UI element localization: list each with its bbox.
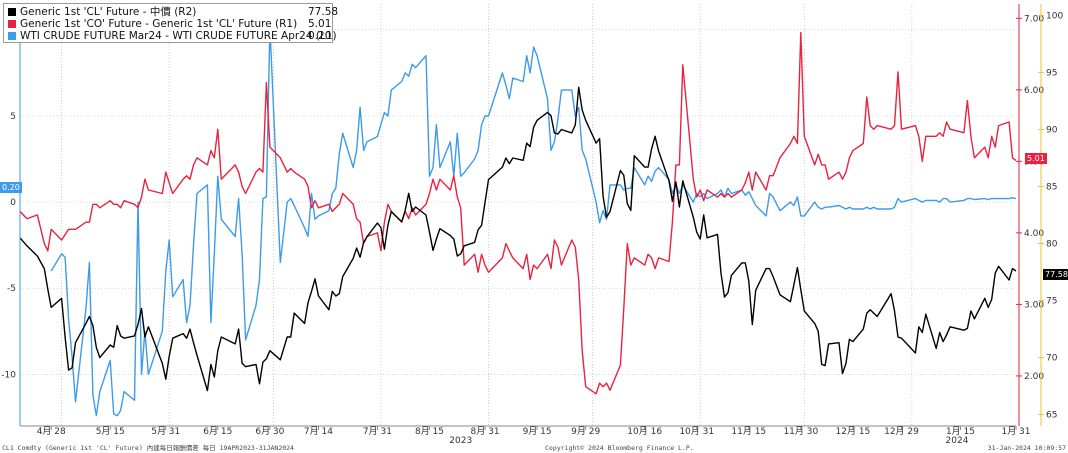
legend-entry-wti-calendar-spread: WTI CRUDE FUTURE Mar24 - WTI CRUDE FUTUR…: [8, 30, 337, 43]
chart-legend: Generic 1st 'CL' Future - 中價 (R2) 77.58 …: [3, 3, 338, 43]
r1-axis-tick-label: 6.00: [1024, 86, 1044, 96]
legend-label-co: Generic 1st 'CO' Future - Generic 1st 'C…: [20, 18, 298, 30]
x-axis-tick-label: 7月 31: [363, 426, 392, 437]
x-axis-tick-label: 4月 28: [37, 426, 66, 437]
last-value-tag-r2: 77.58: [1043, 269, 1068, 280]
plot-area: [20, 4, 1016, 426]
r2-axis-tick-label: 75: [1046, 297, 1057, 307]
legend-label-cl: Generic 1st 'CL' Future - 中價 (R2): [20, 6, 197, 18]
footer-source-text: CL1 Comdty (Generic 1st 'CL' Future) 內建每…: [2, 443, 294, 452]
left-axis-tick-label: 5: [10, 112, 16, 122]
x-axis-tick-label: 11月 15: [731, 426, 766, 437]
x-axis-tick-label: 10月 31: [679, 426, 714, 437]
last-value-tag-left: 0.20: [0, 182, 22, 193]
x-axis-tick-label: 12月 29: [884, 426, 919, 437]
legend-entry-co-cl-spread: Generic 1st 'CO' Future - Generic 1st 'C…: [8, 18, 331, 31]
x-axis-tick-label: 11月 30: [783, 426, 818, 437]
series-layer: [19, 25, 1017, 417]
r2-axis-tick-label: 90: [1046, 125, 1058, 135]
x-axis-year-label: 2023: [449, 436, 472, 446]
series-line-co-cl-spread: [19, 31, 1017, 395]
series-line-wti-calendar-spread: [50, 25, 1017, 417]
left-axis-tick-label: 0: [10, 198, 16, 208]
legend-swatch-cl: [8, 8, 16, 16]
x-axis-tick-label: 8月 15: [415, 426, 444, 437]
x-axis-tick-label: 9月 15: [523, 426, 552, 437]
x-axis-tick-label: 12月 15: [836, 426, 871, 437]
legend-value-cl: 77.58: [308, 6, 339, 18]
footer-timestamp-text: 31-Jan-2024 10:09:57: [988, 444, 1066, 452]
legend-swatch-co: [8, 20, 16, 28]
x-axis-tick-label: 5月 31: [151, 426, 180, 437]
left-axis-tick-label: -10: [1, 370, 16, 380]
last-value-tag-r1: 5.01: [1025, 153, 1047, 164]
series-line-cl-price: [19, 86, 1017, 392]
r2-axis-tick-label: 80: [1046, 240, 1058, 250]
r2-axis-tick-label: 65: [1046, 411, 1057, 421]
x-axis-tick-label: 1月 15: [946, 426, 975, 437]
x-axis-tick-label: 9月 29: [571, 426, 600, 437]
r2-axis-tick-label: 100: [1046, 11, 1063, 21]
x-axis-tick-label: 7月 14: [304, 426, 333, 437]
x-axis-tick-label: 10月 16: [627, 426, 662, 437]
legend-value-co: 5.01: [308, 18, 332, 30]
grid-layer: [20, 4, 1016, 426]
footer-copyright-text: Copyright© 2024 Bloomberg Finance L.P.: [545, 444, 694, 452]
r1-axis-tick-label: 4.00: [1024, 229, 1044, 239]
x-axis-tick-label: 1月 31: [1001, 426, 1030, 437]
x-axis-tick-label: 6月 15: [203, 426, 232, 437]
r2-axis-tick-label: 85: [1046, 182, 1057, 192]
axes-layer: 1050-5-102.003.004.005.006.007.006570758…: [1, 4, 1066, 452]
r1-axis-tick-label: 7.00: [1024, 14, 1044, 24]
left-axis-tick-label: -5: [7, 284, 16, 294]
legend-value-wti: 0.20: [308, 30, 332, 42]
x-axis-year-label: 2024: [946, 436, 969, 446]
x-axis-tick-label: 8月 31: [471, 426, 500, 437]
legend-label-wti: WTI CRUDE FUTURE Mar24 - WTI CRUDE FUTUR…: [20, 30, 337, 42]
x-axis-tick-label: 5月 15: [96, 426, 125, 437]
r2-axis-tick-label: 95: [1046, 68, 1057, 78]
legend-swatch-wti: [8, 32, 16, 40]
legend-entry-cl-price: Generic 1st 'CL' Future - 中價 (R2) 77.58: [8, 6, 338, 19]
r1-axis-tick-label: 2.00: [1024, 372, 1044, 382]
r1-axis-tick-label: 3.00: [1024, 300, 1044, 310]
r2-axis-tick-label: 70: [1046, 354, 1058, 364]
x-axis-tick-label: 6月 30: [255, 426, 284, 437]
